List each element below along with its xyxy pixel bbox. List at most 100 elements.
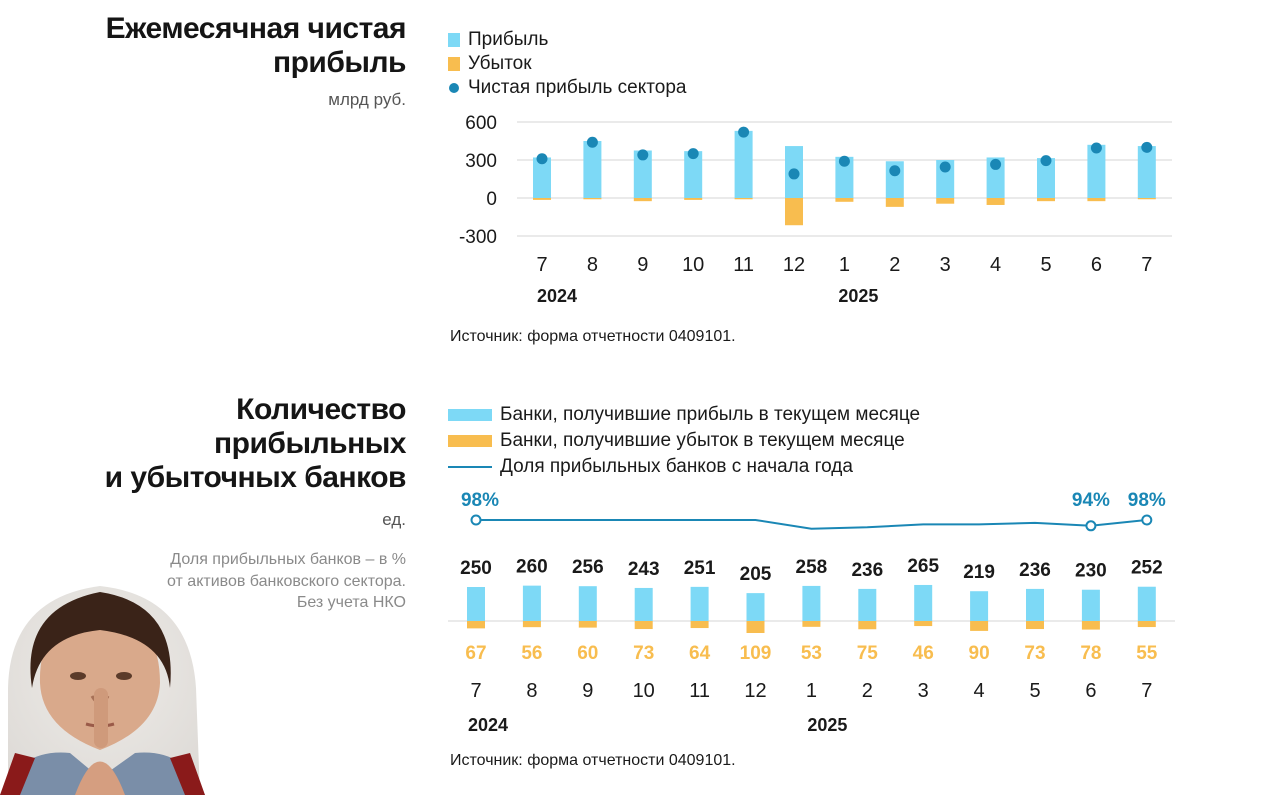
- chart1-xtick-label: 7: [536, 254, 547, 276]
- chart2-unit: ед.: [382, 510, 406, 529]
- chart1-point-net: [637, 149, 649, 161]
- chart2-note-line1: Доля прибыльных банков – в %: [170, 551, 406, 568]
- chart1-bar-loss: [583, 198, 602, 200]
- chart2-title-line2: прибыльных: [214, 426, 406, 460]
- chart1-bar-loss: [1087, 198, 1106, 202]
- legend-swatch-loss-banks: [448, 435, 492, 447]
- chart1-bar-profit: [633, 150, 652, 198]
- chart1-bar-loss: [684, 198, 703, 200]
- chart2-bar-loss: [1137, 621, 1156, 628]
- chart2-bar-loss: [914, 621, 933, 627]
- legend-label-loss-banks: Банки, получившие убыток в текущем месяц…: [500, 430, 905, 451]
- chart2-note-line3: Без учета НКО: [296, 594, 406, 612]
- chart2-share-label: 98%: [461, 490, 499, 511]
- legend-label-profit: Прибыль: [468, 29, 549, 50]
- chart2-legend: Банки, получившие прибыль в текущем меся…: [448, 403, 920, 479]
- chart1-bar-loss: [533, 198, 551, 200]
- chart2-share-line: [476, 519, 1147, 530]
- chart2-title-line1: Количество: [236, 393, 406, 426]
- chart1-ytick-label: -300: [459, 227, 497, 248]
- chart2-share-point: [1085, 520, 1097, 532]
- chart2-bar-profitable: [1026, 588, 1044, 621]
- chart1-xtick-label: 12: [783, 254, 805, 276]
- chart2-share-label: 94%: [1072, 490, 1110, 511]
- chart2-xtick-label: 11: [689, 680, 710, 702]
- chart2-value-loss: 67: [465, 643, 486, 664]
- chart2-xtick-label: 3: [918, 680, 929, 702]
- chart2-value-loss: 75: [857, 643, 879, 664]
- chart2-title: Количество прибыльных и убыточных банков: [105, 393, 407, 495]
- chart1-point-net: [838, 155, 850, 167]
- chart2-xtick-label: 4: [974, 680, 985, 702]
- chart1-title-line2: прибыль: [272, 45, 407, 79]
- chart1-bar-profit: [734, 130, 753, 198]
- chart1-xtick-label: 5: [1040, 254, 1051, 276]
- chart1-xtick-label: 7: [1141, 254, 1152, 276]
- chart2-value-profitable: 256: [572, 557, 604, 578]
- chart1-xtick-label: 2: [889, 254, 900, 276]
- legend-item-profit: Прибыль: [448, 28, 686, 52]
- chart1-bar-loss: [885, 198, 904, 207]
- chart2-value-profitable: 205: [740, 564, 772, 585]
- chart1-bar-profit: [583, 141, 602, 198]
- chart1-point-net: [889, 165, 901, 177]
- chart2-value-profitable: 258: [796, 557, 828, 578]
- chart1-xtick-label: 10: [682, 254, 704, 276]
- legend-swatch-profit: [448, 33, 460, 47]
- chart2-xtick-label: 7: [470, 680, 481, 702]
- chart2-share-point: [1141, 514, 1153, 526]
- chart2-value-loss: 53: [801, 643, 822, 664]
- legend-label-share-line: Доля прибыльных банков с начала года: [500, 456, 853, 477]
- chart1-point-net: [939, 161, 951, 173]
- chart2-bar-loss: [746, 621, 765, 633]
- chart1-bar-loss: [936, 198, 955, 204]
- chart2-bar-profitable: [690, 586, 709, 621]
- chart2-bar-loss: [858, 621, 877, 630]
- chart2-bar-loss: [1081, 621, 1100, 630]
- chart1-bar-profit: [986, 157, 1005, 198]
- chart1-title: Ежемесячная чистая прибыль: [105, 12, 407, 80]
- chart2-value-profitable: 260: [516, 557, 548, 578]
- chart2-xtick-label: 2: [862, 680, 873, 702]
- chart1-bar-loss: [785, 198, 803, 226]
- chart2-value-profitable: 219: [963, 562, 995, 583]
- chart1-point-net: [687, 148, 699, 160]
- chart2-bar-loss: [467, 621, 485, 629]
- chart2-bar-profitable: [746, 593, 765, 621]
- chart1-ytick-label: 600: [465, 113, 497, 134]
- chart2-bar-loss: [522, 621, 541, 628]
- chart1-bar-profit: [684, 151, 703, 198]
- chart2-value-loss: 73: [1024, 643, 1045, 664]
- chart2-bar-profitable: [522, 585, 541, 621]
- chart2-bar-loss: [802, 621, 821, 627]
- chart1-bar-profit: [1037, 158, 1055, 198]
- chart2-bar-profitable: [634, 587, 653, 621]
- chart2-bar-profitable: [914, 584, 933, 621]
- chart2-bar-profitable: [970, 591, 989, 621]
- chart1-xtick-label: 3: [940, 254, 951, 276]
- chart2-bar-loss: [578, 621, 597, 628]
- chart2-bar-loss: [1026, 621, 1044, 630]
- chart1-bar-loss: [1037, 198, 1055, 202]
- chart2-bar-profitable: [858, 588, 877, 621]
- chart2-value-profitable: 236: [851, 560, 883, 581]
- chart2-bar-loss: [634, 621, 653, 630]
- legend-item-loss-banks: Банки, получившие убыток в текущем месяц…: [448, 429, 920, 453]
- chart1-source: Источник: форма отчетности 0409101.: [450, 328, 736, 345]
- chart2-bar-profitable: [1137, 586, 1156, 621]
- chart2-value-profitable: 252: [1131, 558, 1163, 579]
- legend-swatch-profitable-banks: [448, 409, 492, 421]
- chart1-title-line1: Ежемесячная чистая: [105, 12, 407, 45]
- chart2-bar-loss: [970, 621, 989, 631]
- chart2-value-loss: 56: [521, 643, 542, 664]
- chart1-bar-profit: [1087, 144, 1106, 198]
- chart2-share-label: 98%: [1128, 490, 1166, 511]
- chart2-xtick-label: 8: [526, 680, 537, 702]
- chart1-xtick-label: 4: [990, 254, 1001, 276]
- chart1-legend: Прибыль Убыток Чистая прибыль сектора: [448, 28, 686, 100]
- chart1-point-net: [586, 136, 598, 148]
- chart1-unit: млрд руб.: [328, 90, 406, 109]
- chart2-xtick-label: 5: [1029, 680, 1040, 702]
- chart2-value-profitable: 230: [1075, 561, 1107, 582]
